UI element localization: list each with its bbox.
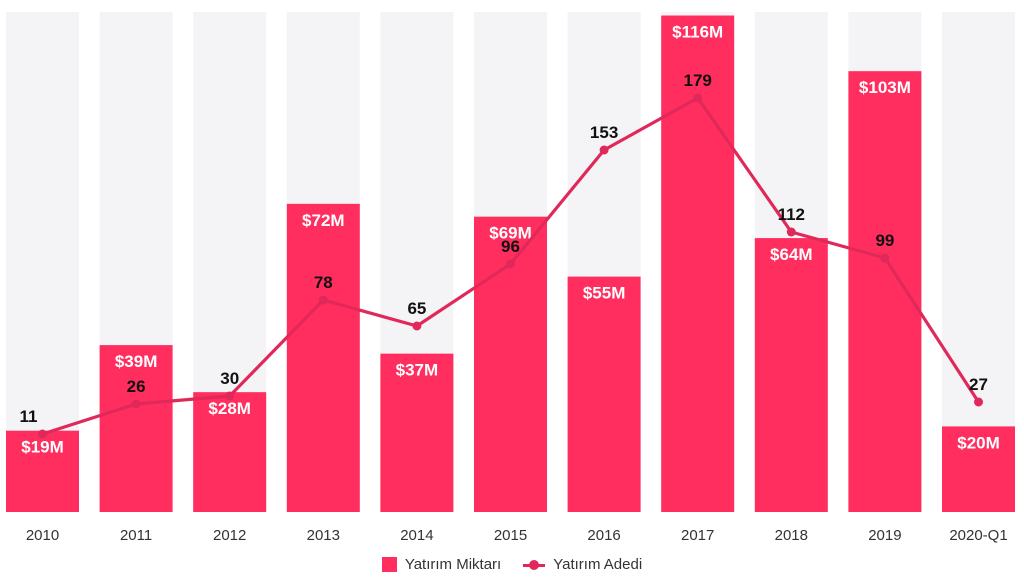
bar-label-2018: $64M [770,245,813,264]
line-point-2014[interactable] [412,321,422,331]
x-tick-label-2015: 2015 [494,527,527,544]
line-point-label-2018: 112 [778,205,805,224]
line-point-label-2019: 99 [875,231,894,250]
line-point-2016[interactable] [599,145,609,155]
line-point-2010[interactable] [38,429,47,439]
x-axis-ticks: 2010 2011 2012 2013 2014 2015 2016 2017 2018 2019… [26,527,1008,544]
line-point-2011[interactable] [131,399,141,409]
line-point-2013[interactable] [318,295,328,305]
line-point-label-2011: 26 [127,377,146,396]
line-point-2020-Q1[interactable] [974,397,983,407]
x-tick-label-2016: 2016 [587,527,620,544]
investment-chart: $19M $39M $28M $72M $37M $69M $55M $116M $64M $10… [6,12,1015,544]
bar-label-2020-Q1: $20M [957,433,1000,452]
line-point-label-2010: 11 [20,407,38,426]
x-tick-label-2019: 2019 [868,527,901,544]
line-point-label-2012: 30 [220,369,239,388]
bar-label-2013: $72M [302,211,345,230]
x-tick-label-2010: 2010 [26,527,59,544]
bar-2013[interactable] [286,203,360,512]
bar-2010[interactable] [6,430,79,512]
bar-label-2010: $19M [21,438,64,457]
legend-line-marker-icon [523,558,546,572]
bar-label-2011: $39M [115,352,158,371]
legend-item-count[interactable]: Yatırım Adedi [523,556,642,573]
x-tick-label-2011: 2011 [120,527,152,544]
legend-item-amount[interactable]: Yatırım Miktarı [381,556,502,573]
line-point-2017[interactable] [693,93,703,103]
line-point-2012[interactable] [225,391,235,401]
line-point-label-2014: 65 [407,299,426,318]
background-column-2010 [6,12,79,512]
bar-2011[interactable] [99,345,173,512]
line-point-2015[interactable] [506,259,515,269]
line-point-label-2013: 78 [314,273,333,292]
x-tick-label-2020-Q1: 2020-Q1 [949,527,1007,544]
bar-2018[interactable] [754,238,828,512]
point-labels: 11 26 30 78 65 96 153 179 112 99 27 [20,71,988,426]
x-tick-label-2013: 2013 [307,527,340,544]
bar-2012[interactable] [193,392,267,512]
bar-label-2016: $55M [583,284,626,303]
bar-series [6,15,1015,513]
bar-labels: $19M $39M $28M $72M $37M $69M $55M $116M $64M $10… [21,23,1000,457]
line-point-label-2017: 179 [684,71,712,90]
bar-2016[interactable] [567,276,641,512]
x-tick-label-2012: 2012 [213,527,246,544]
x-tick-label-2017: 2017 [681,527,714,544]
x-tick-label-2014: 2014 [400,527,433,544]
line-point-2019[interactable] [880,253,890,263]
line-point-label-2016: 153 [590,123,618,142]
bar-2019[interactable] [848,71,922,512]
bar-label-2017: $116M [672,23,723,42]
line-point-label-2020-Q1: 27 [969,375,988,394]
legend-square-icon [381,557,397,572]
line-point-label-2015: 96 [501,237,520,256]
bar-2020-Q1[interactable] [942,426,1015,512]
line-point-2018[interactable] [786,227,796,237]
x-tick-label-2018: 2018 [775,527,808,544]
line-series [38,93,983,439]
legend: Yatırım Miktarı Yatırım Adedi [0,556,1024,573]
bar-label-2015: $69M [489,224,532,243]
legend-label-count: Yatırım Adedi [553,556,643,573]
bar-2014[interactable] [380,353,454,512]
bar-label-2019: $103M [859,78,911,97]
bar-label-2014: $37M [396,361,439,380]
legend-label-amount: Yatırım Miktarı [404,556,502,573]
bar-label-2012: $28M [208,399,251,418]
